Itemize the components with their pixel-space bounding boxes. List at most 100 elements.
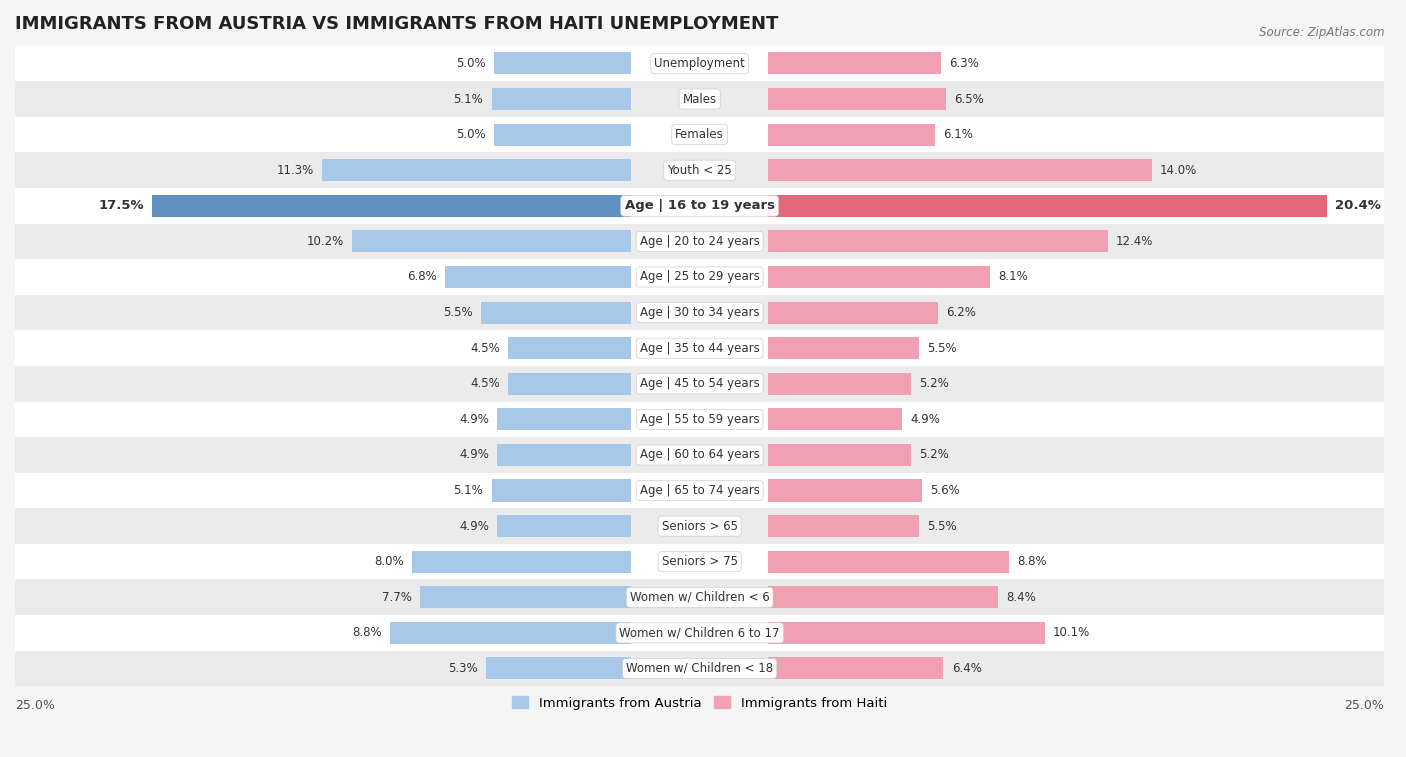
Bar	[768, 195, 1327, 217]
Text: 11.3%: 11.3%	[276, 164, 314, 176]
Text: 8.8%: 8.8%	[353, 626, 382, 640]
Bar	[492, 479, 631, 502]
Text: 5.6%: 5.6%	[929, 484, 959, 497]
Text: 5.2%: 5.2%	[918, 448, 949, 462]
Text: 25.0%: 25.0%	[1344, 699, 1385, 712]
Text: 4.9%: 4.9%	[458, 448, 489, 462]
Bar	[768, 621, 1045, 644]
Text: 4.9%: 4.9%	[458, 413, 489, 426]
Bar	[768, 408, 903, 431]
Text: Women w/ Children < 18: Women w/ Children < 18	[626, 662, 773, 675]
Text: Age | 65 to 74 years: Age | 65 to 74 years	[640, 484, 759, 497]
Bar	[444, 266, 631, 288]
Text: 4.9%: 4.9%	[458, 519, 489, 533]
Text: 4.5%: 4.5%	[470, 377, 499, 391]
Bar	[768, 586, 998, 609]
Text: 6.5%: 6.5%	[955, 92, 984, 105]
Text: 12.4%: 12.4%	[1116, 235, 1153, 248]
Text: Age | 45 to 54 years: Age | 45 to 54 years	[640, 377, 759, 391]
Bar	[15, 472, 1385, 508]
Bar	[768, 88, 946, 110]
Text: 10.1%: 10.1%	[1053, 626, 1090, 640]
Text: Source: ZipAtlas.com: Source: ZipAtlas.com	[1260, 26, 1385, 39]
Bar	[352, 230, 631, 252]
Text: 5.1%: 5.1%	[454, 92, 484, 105]
Text: 8.1%: 8.1%	[998, 270, 1028, 283]
Bar	[768, 550, 1010, 573]
Text: 25.0%: 25.0%	[15, 699, 55, 712]
Bar	[15, 223, 1385, 259]
Text: Women w/ Children < 6: Women w/ Children < 6	[630, 590, 769, 604]
Bar	[768, 479, 921, 502]
Text: Youth < 25: Youth < 25	[668, 164, 733, 176]
Bar	[768, 372, 911, 395]
Bar	[15, 330, 1385, 366]
Bar	[15, 117, 1385, 152]
Bar	[508, 337, 631, 360]
Bar	[768, 657, 943, 680]
Bar	[15, 615, 1385, 651]
Bar	[495, 123, 631, 145]
Text: 5.1%: 5.1%	[454, 484, 484, 497]
Text: Seniors > 75: Seniors > 75	[662, 555, 738, 569]
Text: 6.8%: 6.8%	[406, 270, 437, 283]
Text: 17.5%: 17.5%	[98, 199, 143, 212]
Bar	[15, 188, 1385, 223]
Text: 5.5%: 5.5%	[443, 306, 472, 319]
Bar	[496, 444, 631, 466]
Bar	[508, 372, 631, 395]
Bar	[391, 621, 631, 644]
Bar	[15, 366, 1385, 401]
Bar	[15, 294, 1385, 330]
Bar	[15, 152, 1385, 188]
Text: 6.3%: 6.3%	[949, 57, 979, 70]
Text: Age | 30 to 34 years: Age | 30 to 34 years	[640, 306, 759, 319]
Bar	[486, 657, 631, 680]
Bar	[768, 159, 1152, 181]
Text: 6.4%: 6.4%	[952, 662, 981, 675]
Text: 5.2%: 5.2%	[918, 377, 949, 391]
Text: Males: Males	[683, 92, 717, 105]
Text: 8.8%: 8.8%	[1018, 555, 1047, 569]
Bar	[768, 515, 918, 537]
Text: Age | 16 to 19 years: Age | 16 to 19 years	[624, 199, 775, 212]
Bar	[15, 81, 1385, 117]
Bar	[768, 337, 918, 360]
Bar	[15, 544, 1385, 580]
Text: 8.0%: 8.0%	[374, 555, 404, 569]
Text: Seniors > 65: Seniors > 65	[662, 519, 738, 533]
Text: 7.7%: 7.7%	[382, 590, 412, 604]
Bar	[768, 266, 990, 288]
Text: Females: Females	[675, 128, 724, 141]
Text: 20.4%: 20.4%	[1336, 199, 1381, 212]
Bar	[15, 651, 1385, 687]
Text: 14.0%: 14.0%	[1160, 164, 1197, 176]
Bar	[492, 88, 631, 110]
Bar	[420, 586, 631, 609]
Bar	[15, 437, 1385, 472]
Bar	[768, 301, 938, 323]
Bar	[768, 123, 935, 145]
Text: 8.4%: 8.4%	[1007, 590, 1036, 604]
Text: 5.5%: 5.5%	[927, 341, 956, 355]
Bar	[15, 401, 1385, 437]
Text: IMMIGRANTS FROM AUSTRIA VS IMMIGRANTS FROM HAITI UNEMPLOYMENT: IMMIGRANTS FROM AUSTRIA VS IMMIGRANTS FR…	[15, 15, 779, 33]
Bar	[15, 45, 1385, 81]
Text: Age | 20 to 24 years: Age | 20 to 24 years	[640, 235, 759, 248]
Bar	[496, 515, 631, 537]
Bar	[496, 408, 631, 431]
Bar	[15, 508, 1385, 544]
Text: 10.2%: 10.2%	[307, 235, 343, 248]
Text: Age | 60 to 64 years: Age | 60 to 64 years	[640, 448, 759, 462]
Bar	[322, 159, 631, 181]
Text: 5.0%: 5.0%	[457, 57, 486, 70]
Text: Women w/ Children 6 to 17: Women w/ Children 6 to 17	[620, 626, 780, 640]
Text: 4.5%: 4.5%	[470, 341, 499, 355]
Text: 5.0%: 5.0%	[457, 128, 486, 141]
Bar	[495, 52, 631, 74]
Text: 6.2%: 6.2%	[946, 306, 976, 319]
Legend: Immigrants from Austria, Immigrants from Haiti: Immigrants from Austria, Immigrants from…	[508, 691, 893, 715]
Text: 5.5%: 5.5%	[927, 519, 956, 533]
Bar	[768, 52, 941, 74]
Bar	[768, 230, 1108, 252]
